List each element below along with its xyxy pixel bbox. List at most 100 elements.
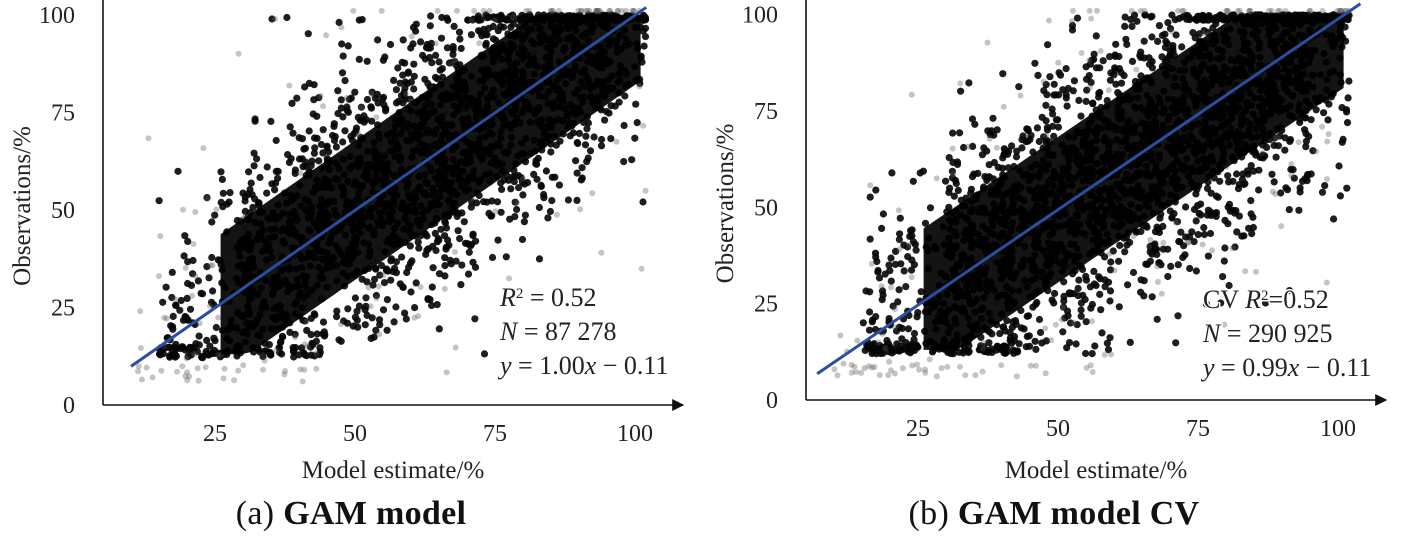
data-point <box>220 375 227 382</box>
data-point <box>1046 73 1054 81</box>
data-point <box>1166 25 1175 33</box>
data-point <box>1061 314 1069 322</box>
data-point <box>1013 147 1021 155</box>
data-point <box>448 61 455 67</box>
data-point <box>910 329 919 338</box>
data-point <box>278 332 287 340</box>
data-point <box>299 378 306 385</box>
data-point <box>432 40 439 47</box>
data-point <box>1092 64 1100 72</box>
data-point <box>338 24 345 31</box>
data-point <box>942 177 950 185</box>
data-point <box>1206 229 1215 238</box>
data-point <box>1148 293 1156 301</box>
data-point <box>1140 292 1148 300</box>
data-point <box>1042 81 1050 89</box>
data-point <box>598 249 605 256</box>
data-point <box>467 203 475 211</box>
data-point <box>317 92 324 99</box>
data-point <box>382 265 391 273</box>
data-point <box>1034 71 1042 79</box>
data-point <box>467 240 476 249</box>
data-point <box>895 235 903 244</box>
data-point <box>292 334 299 341</box>
data-point <box>1296 184 1304 192</box>
data-point <box>916 169 924 177</box>
data-point <box>1143 223 1151 231</box>
data-point <box>1069 87 1077 95</box>
data-point <box>888 169 896 177</box>
data-point <box>1216 177 1224 185</box>
data-point <box>436 66 444 74</box>
data-point <box>926 204 935 212</box>
data-point <box>993 342 1001 350</box>
chart-panel-b: 25 50 75 100 0 25 50 75 100 Model estimate/% Obser… <box>703 0 1405 545</box>
data-point <box>212 323 220 332</box>
data-point <box>192 272 199 279</box>
data-point <box>300 350 309 359</box>
data-point <box>410 72 418 80</box>
data-point <box>1233 228 1241 236</box>
data-point <box>240 362 247 369</box>
data-point <box>1024 125 1032 133</box>
data-point <box>295 134 303 142</box>
data-point <box>641 24 650 32</box>
data-point <box>1164 19 1172 27</box>
data-point <box>1083 86 1091 94</box>
data-point <box>990 158 998 167</box>
data-point <box>575 129 584 137</box>
data-point <box>249 203 257 211</box>
data-point <box>434 7 441 14</box>
data-point <box>211 337 219 345</box>
data-point <box>158 367 165 374</box>
data-point <box>337 104 345 112</box>
data-point <box>379 95 387 103</box>
data-point <box>866 288 874 296</box>
data-point <box>485 209 493 217</box>
data-point <box>293 94 301 102</box>
data-point <box>1249 213 1257 221</box>
data-point <box>1216 12 1224 20</box>
data-point <box>266 351 275 359</box>
data-point <box>1095 93 1103 101</box>
data-point <box>208 218 216 226</box>
data-point <box>438 13 446 22</box>
data-point <box>344 42 352 50</box>
data-point <box>184 353 192 361</box>
data-point <box>402 315 410 323</box>
data-point <box>1085 72 1093 80</box>
data-point <box>341 127 349 135</box>
data-point <box>517 174 525 182</box>
data-point <box>1233 170 1241 178</box>
data-point <box>1060 278 1068 286</box>
data-point <box>183 294 191 302</box>
data-point <box>1173 218 1182 226</box>
data-point <box>200 145 207 152</box>
data-point <box>493 198 502 206</box>
data-point <box>304 30 312 38</box>
data-point <box>507 185 515 193</box>
data-point <box>421 75 429 83</box>
data-point <box>486 7 493 14</box>
data-point <box>606 7 613 14</box>
data-point <box>263 189 271 197</box>
data-point <box>392 303 400 311</box>
data-point <box>898 324 906 332</box>
data-point <box>952 179 960 188</box>
data-point <box>368 314 376 322</box>
data-point <box>1345 77 1353 85</box>
data-point <box>574 139 582 148</box>
data-point <box>286 328 294 336</box>
data-point <box>642 187 649 194</box>
data-point <box>1055 69 1063 77</box>
data-point <box>909 177 917 185</box>
data-point <box>1238 232 1246 240</box>
data-point <box>589 190 596 197</box>
data-point <box>301 144 309 152</box>
data-point <box>298 344 306 352</box>
data-point <box>1320 109 1328 117</box>
data-point <box>1256 153 1264 161</box>
data-point <box>553 211 560 218</box>
data-point <box>1251 148 1259 157</box>
data-point <box>480 350 489 358</box>
